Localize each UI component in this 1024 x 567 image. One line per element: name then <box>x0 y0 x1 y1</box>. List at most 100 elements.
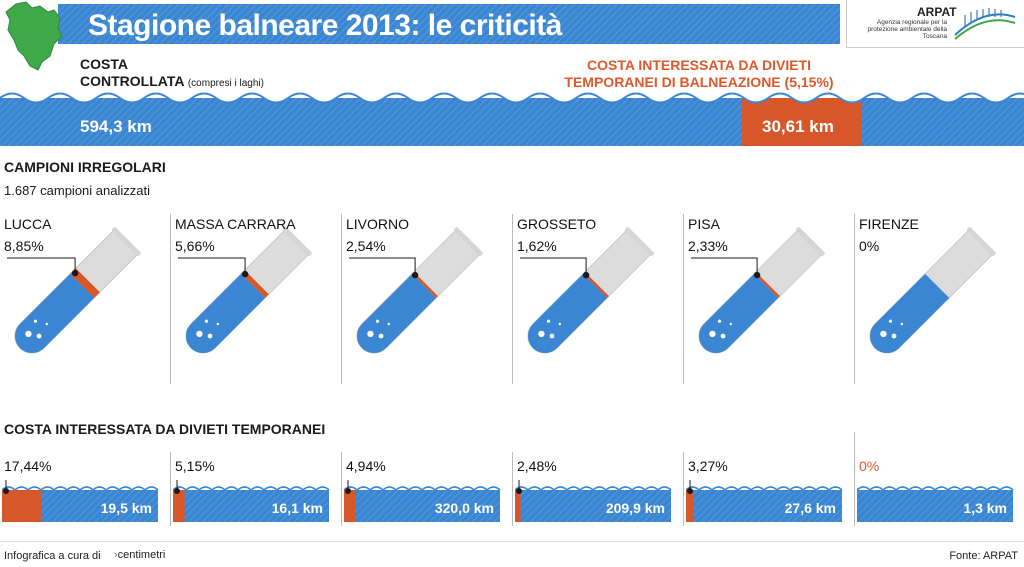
test-tube-icon <box>869 227 996 354</box>
brand-name: centimetri <box>117 549 166 561</box>
sample-percent-label: 1,62% <box>517 238 557 254</box>
column-divider <box>683 214 684 384</box>
wave-crest <box>344 486 501 492</box>
column-divider <box>512 452 513 526</box>
leader-line <box>691 257 758 276</box>
province-sample-3: GROSSETO 1,62% <box>517 216 682 386</box>
banned-km-value: 30,61 km <box>762 117 834 136</box>
tube-irregular-fill <box>754 272 780 298</box>
test-tube-icon <box>349 227 483 354</box>
column-divider <box>854 432 855 526</box>
coast-length-bar <box>173 490 329 522</box>
coast-bar <box>515 480 672 522</box>
province-sample-5: FIRENZE 0% <box>859 216 1024 386</box>
level-dot <box>241 270 249 278</box>
coast-label-line1: COSTA <box>80 56 128 72</box>
province-sample-0: LUCCA 8,85% <box>4 216 169 386</box>
wave-crest <box>686 486 843 492</box>
coast-bar <box>2 480 159 522</box>
footer-brand: ›centimetri <box>114 549 166 561</box>
province-name: GROSSETO <box>517 216 597 232</box>
test-tube-icon <box>520 227 654 354</box>
wave-crest <box>515 486 672 492</box>
sample-percent-label: 8,85% <box>4 238 44 254</box>
test-tube-icon <box>7 227 141 354</box>
coast-percent-label: 3,27% <box>688 458 728 474</box>
coast-banned-fill <box>686 490 694 522</box>
coast-percent-label: 2,48% <box>517 458 557 474</box>
logo-name: ARPAT <box>917 5 957 19</box>
sample-percent-label: 2,33% <box>688 238 728 254</box>
coast-banned-fill <box>173 490 185 522</box>
coast-percent-label: 0% <box>859 458 880 474</box>
leader-line <box>7 257 76 274</box>
coast-banned-fill <box>2 490 42 522</box>
column-divider <box>683 452 684 526</box>
tube-irregular-fill <box>583 272 609 298</box>
page-title: Stagione balneare 2013: le criticità <box>88 9 562 42</box>
total-km-value: 594,3 km <box>80 117 152 136</box>
column-divider <box>341 452 342 526</box>
test-tube-icon <box>178 227 312 354</box>
coast-length-bar <box>857 490 1013 522</box>
tube-water <box>14 273 95 354</box>
level-dot <box>71 269 79 277</box>
leader-line <box>520 257 587 276</box>
tube-water <box>869 273 950 354</box>
coast-banned-fill <box>515 490 521 522</box>
wave-crest <box>173 486 330 492</box>
tube-water <box>356 273 437 354</box>
province-name: MASSA CARRARA <box>175 216 296 232</box>
level-dot <box>411 271 419 279</box>
coast-length-bar <box>515 490 671 522</box>
tuscany-map-icon <box>5 1 63 71</box>
sample-percent-label: 0% <box>859 238 880 254</box>
footer-divider <box>0 541 1024 542</box>
sample-percent-label: 5,66% <box>175 238 215 254</box>
coast-controlled-label: COSTA CONTROLLATA (compresi i laghi) <box>80 56 264 92</box>
coast-bar <box>857 480 1014 522</box>
province-name: PISA <box>688 216 720 232</box>
banned-label-line2: TEMPORANEI DI BALNEAZIONE (5,15%) <box>564 74 834 90</box>
coast-bar <box>344 480 501 522</box>
province-sample-4: PISA 2,33% <box>688 216 853 386</box>
coast-km-label: 27,6 km <box>784 500 836 516</box>
tube-water <box>698 273 779 354</box>
sample-percent-label: 2,54% <box>346 238 386 254</box>
coast-label-line2: CONTROLLATA <box>80 73 184 89</box>
tube-irregular-fill <box>70 268 100 298</box>
coast-percent-label: 4,94% <box>346 458 386 474</box>
leader-line <box>349 257 416 276</box>
footer-credit: Infografica a cura di <box>4 550 101 562</box>
coast-km-label: 19,5 km <box>100 500 152 516</box>
coast-bar <box>686 480 843 522</box>
column-divider <box>170 214 171 384</box>
coast-banned-bar <box>742 98 862 146</box>
coast-length-bar <box>686 490 842 522</box>
coast-km-label: 1,3 km <box>963 500 1007 516</box>
province-name: LUCCA <box>4 216 52 232</box>
level-dot <box>753 271 761 279</box>
coast-banned-fill <box>344 490 356 522</box>
arpat-wave-icon <box>954 8 1016 40</box>
column-divider <box>341 214 342 384</box>
province-name: LIVORNO <box>346 216 410 232</box>
banned-label-line1: COSTA INTERESSATA DA DIVIETI <box>586 57 811 73</box>
footer-source: Fonte: ARPAT <box>949 550 1018 562</box>
coast-percent-label: 17,44% <box>4 458 52 474</box>
province-name: FIRENZE <box>859 216 919 232</box>
province-sample-1: MASSA CARRARA 5,66% <box>175 216 340 386</box>
coast-km-label: 320,0 km <box>434 500 494 516</box>
column-divider <box>170 452 171 526</box>
tube-water <box>527 273 608 354</box>
wave-crest <box>857 486 1014 492</box>
logo-subtitle: Agenzia regionale per la protezione ambi… <box>867 19 948 40</box>
samples-title: CAMPIONI IRREGOLARI <box>4 159 166 175</box>
column-divider <box>854 214 855 384</box>
test-tube-icon <box>691 227 825 354</box>
tube-water <box>185 273 266 354</box>
coast-section-title: COSTA INTERESSATA DA DIVIETI TEMPORANEI <box>4 421 326 437</box>
title-banner <box>58 4 840 44</box>
arpat-logo: ARPAT Agenzia regionale per la protezion… <box>846 0 1024 48</box>
coast-banned-label: COSTA INTERESSATA DA DIVIETI TEMPORANEI … <box>540 57 858 91</box>
